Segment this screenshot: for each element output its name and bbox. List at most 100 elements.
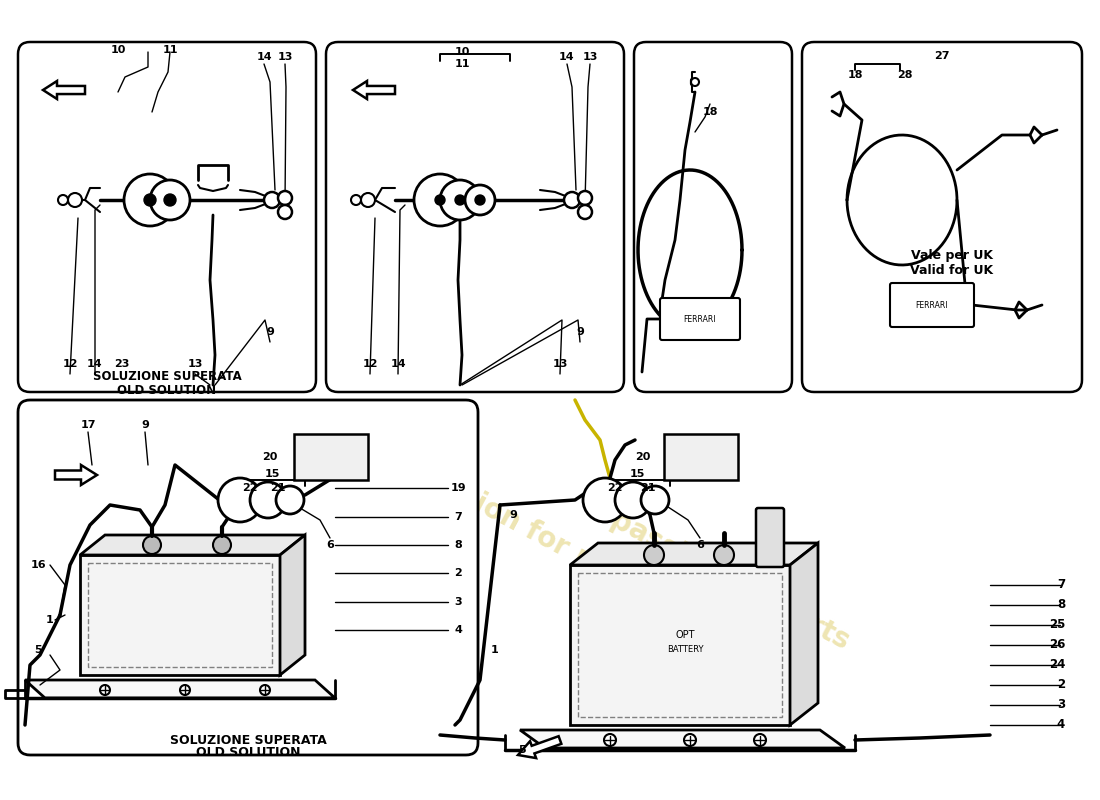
Circle shape xyxy=(278,205,292,219)
Circle shape xyxy=(434,195,446,205)
Text: 6: 6 xyxy=(326,540,334,550)
Text: FERRARI: FERRARI xyxy=(915,301,948,310)
Circle shape xyxy=(143,536,161,554)
FancyBboxPatch shape xyxy=(294,434,368,480)
FancyBboxPatch shape xyxy=(326,42,624,392)
Text: 23: 23 xyxy=(114,359,130,369)
FancyBboxPatch shape xyxy=(802,42,1082,392)
Text: 10: 10 xyxy=(454,47,470,57)
Text: 17: 17 xyxy=(80,420,96,430)
Polygon shape xyxy=(25,680,336,698)
Text: 4: 4 xyxy=(454,625,462,635)
Text: 15: 15 xyxy=(264,469,279,479)
Text: 11: 11 xyxy=(163,45,178,55)
Circle shape xyxy=(578,205,592,219)
Circle shape xyxy=(218,478,262,522)
FancyBboxPatch shape xyxy=(890,283,974,327)
Text: 2: 2 xyxy=(454,568,462,578)
Polygon shape xyxy=(280,535,305,675)
Circle shape xyxy=(455,195,465,205)
Circle shape xyxy=(164,194,176,206)
Text: 12: 12 xyxy=(362,359,377,369)
FancyArrow shape xyxy=(353,81,395,99)
Text: 6: 6 xyxy=(696,540,704,550)
Text: 24: 24 xyxy=(1048,658,1065,671)
FancyBboxPatch shape xyxy=(660,298,740,340)
FancyArrow shape xyxy=(43,81,85,99)
Circle shape xyxy=(691,78,698,86)
Polygon shape xyxy=(570,565,790,725)
Circle shape xyxy=(260,685,270,695)
Circle shape xyxy=(440,180,480,220)
Circle shape xyxy=(583,478,627,522)
Text: OPT: OPT xyxy=(675,630,695,640)
Text: 16: 16 xyxy=(30,560,46,570)
Text: 14: 14 xyxy=(559,52,575,62)
Text: 22: 22 xyxy=(607,483,623,493)
Text: 3: 3 xyxy=(1057,698,1065,711)
Circle shape xyxy=(465,185,495,215)
Text: 15: 15 xyxy=(629,469,645,479)
Circle shape xyxy=(641,486,669,514)
Text: 28: 28 xyxy=(898,70,913,80)
Circle shape xyxy=(604,734,616,746)
Circle shape xyxy=(351,195,361,205)
Text: 3: 3 xyxy=(454,597,462,607)
Text: 14: 14 xyxy=(390,359,406,369)
Circle shape xyxy=(754,734,766,746)
Circle shape xyxy=(564,192,580,208)
Circle shape xyxy=(361,193,375,207)
Circle shape xyxy=(644,545,664,565)
Text: Valid for UK: Valid for UK xyxy=(911,263,993,277)
Polygon shape xyxy=(80,535,305,555)
Circle shape xyxy=(615,482,651,518)
FancyBboxPatch shape xyxy=(664,434,738,480)
Text: 9: 9 xyxy=(576,327,584,337)
FancyBboxPatch shape xyxy=(18,400,478,755)
Polygon shape xyxy=(520,730,845,748)
Text: 10: 10 xyxy=(110,45,125,55)
Text: 14: 14 xyxy=(256,52,272,62)
Text: 14: 14 xyxy=(87,359,102,369)
Text: 13: 13 xyxy=(552,359,568,369)
Polygon shape xyxy=(80,555,280,675)
Circle shape xyxy=(150,180,190,220)
Text: 26: 26 xyxy=(1048,638,1065,651)
Text: 25: 25 xyxy=(1048,618,1065,631)
Polygon shape xyxy=(790,543,818,725)
Text: 5: 5 xyxy=(34,645,42,655)
Circle shape xyxy=(276,486,304,514)
Circle shape xyxy=(250,482,286,518)
Circle shape xyxy=(124,174,176,226)
Text: 7: 7 xyxy=(454,512,462,522)
Text: Vale per UK: Vale per UK xyxy=(911,249,993,262)
Circle shape xyxy=(684,734,696,746)
Text: 13: 13 xyxy=(277,52,293,62)
Text: 9: 9 xyxy=(266,327,274,337)
Text: SOLUZIONE SUPERATA: SOLUZIONE SUPERATA xyxy=(92,370,241,383)
Circle shape xyxy=(213,536,231,554)
FancyArrow shape xyxy=(518,736,561,758)
Text: 1: 1 xyxy=(491,645,499,655)
Text: 18: 18 xyxy=(847,70,862,80)
Text: 11: 11 xyxy=(454,59,470,69)
Text: 5: 5 xyxy=(518,745,526,755)
Text: FERRARI: FERRARI xyxy=(684,314,716,323)
Text: 1: 1 xyxy=(46,615,54,625)
Circle shape xyxy=(414,174,466,226)
Text: 2: 2 xyxy=(1057,678,1065,691)
FancyBboxPatch shape xyxy=(756,508,784,567)
Text: 12: 12 xyxy=(63,359,78,369)
Text: passion for parts: passion for parts xyxy=(206,405,454,555)
Circle shape xyxy=(278,191,292,205)
Text: 4: 4 xyxy=(1057,718,1065,731)
Text: OLD SOLUTION: OLD SOLUTION xyxy=(118,383,217,397)
FancyArrow shape xyxy=(55,465,97,485)
Text: 21: 21 xyxy=(271,483,286,493)
Text: SOLUZIONE SUPERATA: SOLUZIONE SUPERATA xyxy=(169,734,327,746)
Text: 9: 9 xyxy=(141,420,149,430)
Text: 18: 18 xyxy=(702,107,717,117)
Text: BATTERY: BATTERY xyxy=(667,646,703,654)
Text: passion for parts: passion for parts xyxy=(606,505,855,655)
FancyBboxPatch shape xyxy=(634,42,792,392)
